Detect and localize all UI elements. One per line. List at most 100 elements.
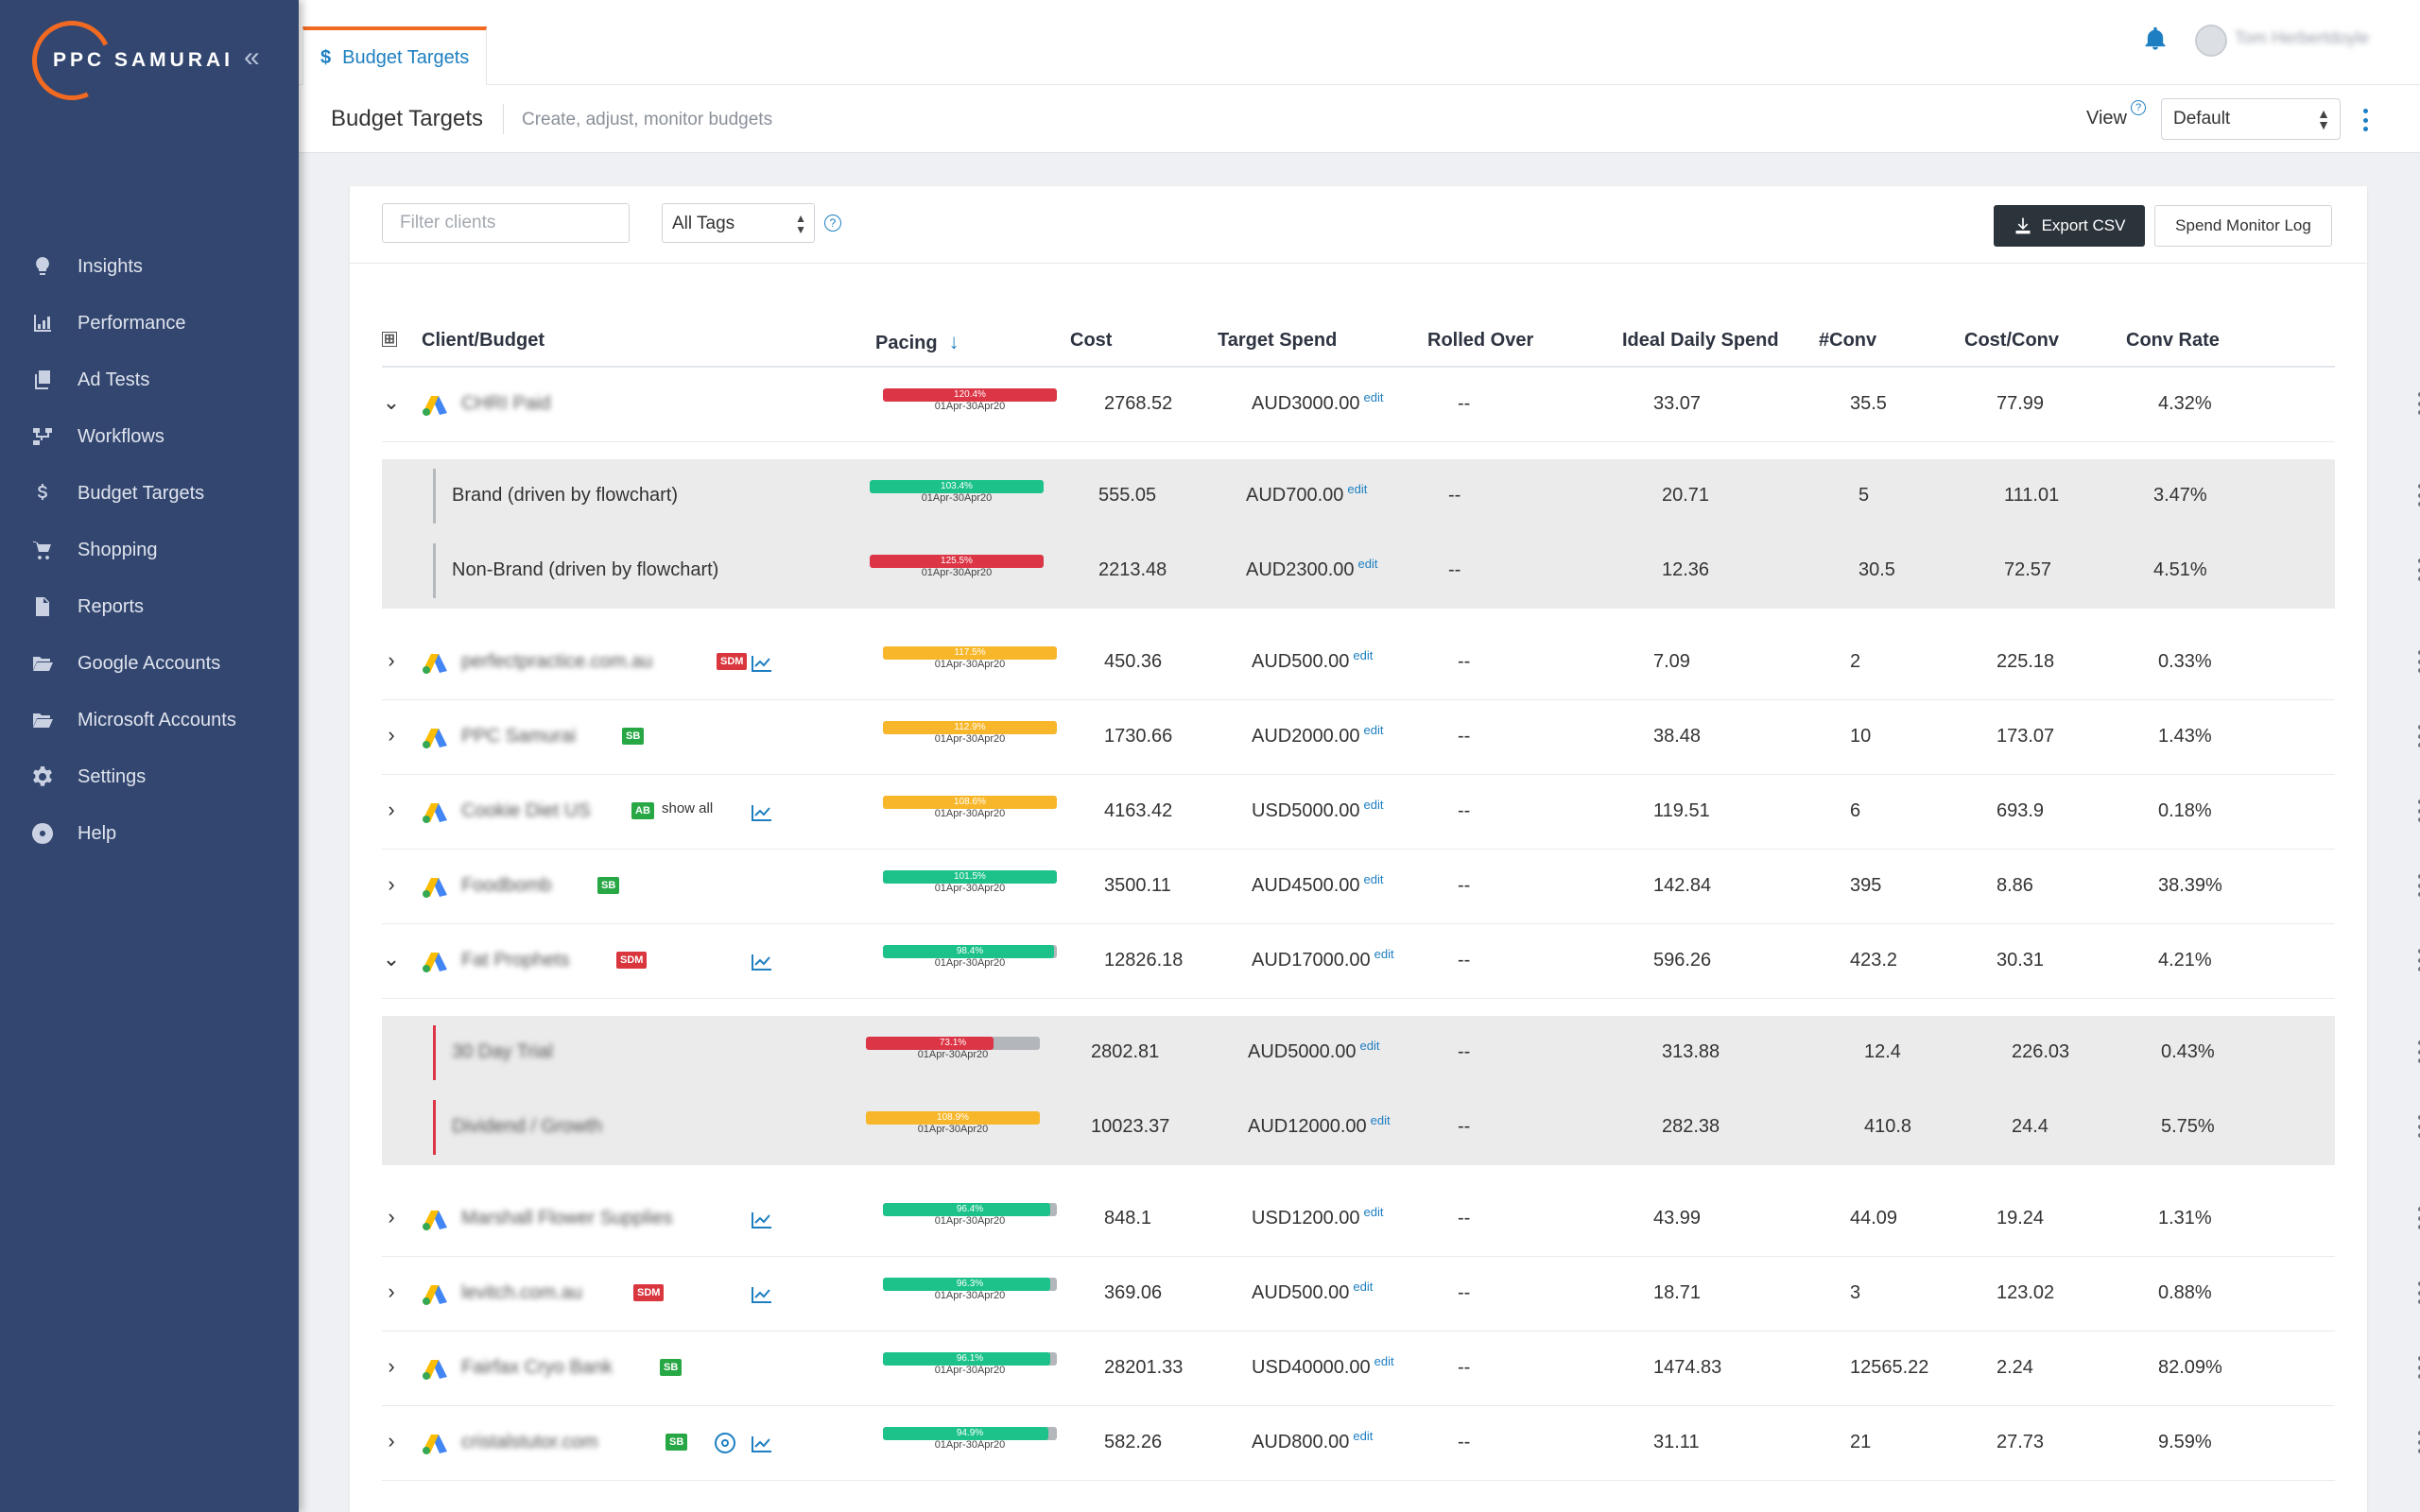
client-name[interactable]: Cookie Diet US xyxy=(461,800,591,821)
client-name[interactable]: CHRI Paid xyxy=(461,393,551,414)
sidebar-item-settings[interactable]: Settings xyxy=(0,748,299,805)
row-menu-kebab-icon[interactable] xyxy=(2414,648,2420,675)
row-menu-kebab-icon[interactable] xyxy=(2414,1039,2420,1065)
chevron-right-icon[interactable]: › xyxy=(388,798,395,821)
pacing-bar[interactable]: 98.4% 01Apr-30Apr20 xyxy=(883,945,1057,975)
edit-target-link[interactable]: edit xyxy=(1363,390,1384,404)
username[interactable]: Tom Herbertdoyle xyxy=(2235,28,2370,47)
pacing-bar[interactable]: 103.4% 01Apr-30Apr20 xyxy=(870,480,1044,510)
pacing-bar[interactable]: 101.5% 01Apr-30Apr20 xyxy=(883,870,1057,901)
bell-icon[interactable] xyxy=(2142,25,2169,53)
row-menu-kebab-icon[interactable] xyxy=(2414,1205,2420,1231)
table-row[interactable]: ⌄ Fat Prophets SDM 98.4% 01Apr-30Apr20 12826.… xyxy=(382,924,2420,999)
page-menu-kebab-icon[interactable] xyxy=(2360,106,2371,134)
row-menu-kebab-icon[interactable] xyxy=(2414,872,2420,899)
edit-target-link[interactable]: edit xyxy=(1353,648,1374,662)
sidebar-item-reports[interactable]: Reports xyxy=(0,578,299,635)
row-menu-kebab-icon[interactable] xyxy=(2414,1280,2420,1306)
edit-target-link[interactable]: edit xyxy=(1363,1205,1384,1219)
table-row[interactable]: › Foodbomb SB 101.5% 01Apr-30Apr20 3500.11 AUD… xyxy=(382,850,2420,924)
row-menu-kebab-icon[interactable] xyxy=(2414,798,2420,824)
sub-budget-row[interactable]: Dividend / Growth 108.9% 01Apr-30Apr20 1002… xyxy=(382,1091,2420,1165)
sub-budget-row[interactable]: Non-Brand (driven by flowchart) 125.5% 01A… xyxy=(382,534,2420,609)
col-cost[interactable]: Cost xyxy=(1070,330,1113,351)
pacing-bar[interactable]: 120.4% 01Apr-30Apr20 xyxy=(883,388,1057,419)
chevron-right-icon[interactable]: › xyxy=(388,1205,395,1228)
chevron-right-icon[interactable]: › xyxy=(388,1280,395,1303)
table-row[interactable]: › PPC Samurai SB 112.9% 01Apr-30Apr20 1730.66… xyxy=(382,700,2420,775)
view-help-icon[interactable]: ? xyxy=(2131,100,2146,115)
chevron-right-icon[interactable]: › xyxy=(388,1354,395,1378)
row-menu-kebab-icon[interactable] xyxy=(2414,1429,2420,1455)
edit-target-link[interactable]: edit xyxy=(1363,872,1384,886)
edit-target-link[interactable]: edit xyxy=(1353,1280,1374,1294)
chevron-down-icon[interactable]: ⌄ xyxy=(382,947,401,971)
table-row[interactable]: ⌄ CHRI Paid 120.4% 01Apr-30Apr20 2768.52 AUD3… xyxy=(382,368,2420,442)
chevron-right-icon[interactable]: › xyxy=(388,648,395,672)
table-row[interactable]: › perfectpractice.com.au SDM 117.5% 01Apr-30… xyxy=(382,626,2420,700)
sub-budget-row[interactable]: Brand (driven by flowchart) 103.4% 01Apr-3… xyxy=(382,459,2420,534)
client-name[interactable]: Foodbomb xyxy=(461,875,552,896)
edit-target-link[interactable]: edit xyxy=(1359,1039,1380,1053)
trend-chart-icon[interactable] xyxy=(751,1211,773,1229)
trend-chart-icon[interactable] xyxy=(751,654,773,673)
sidebar-item-microsoft-accounts[interactable]: Microsoft Accounts xyxy=(0,692,299,748)
client-name[interactable]: Fat Prophets xyxy=(461,950,570,971)
edit-target-link[interactable]: edit xyxy=(1357,557,1378,571)
edit-target-link[interactable]: edit xyxy=(1370,1113,1391,1127)
edit-target-link[interactable]: edit xyxy=(1347,482,1368,496)
table-row[interactable]: › cristalstutor.com SB 94.9% 01Apr-30Apr20 58… xyxy=(382,1406,2420,1481)
pacing-bar[interactable]: 125.5% 01Apr-30Apr20 xyxy=(870,555,1044,585)
trend-chart-icon[interactable] xyxy=(751,1285,773,1304)
client-name[interactable]: Fairfax Cryo Bank xyxy=(461,1357,614,1378)
table-row[interactable]: › Cookie Diet US AB show all 108.6% 01Apr-30A… xyxy=(382,775,2420,850)
view-select[interactable]: Default ▲ ▼ xyxy=(2161,98,2341,140)
filter-clients-input[interactable] xyxy=(382,203,630,243)
client-name[interactable]: cristalstutor.com xyxy=(461,1432,598,1452)
col-client[interactable]: Client/Budget xyxy=(422,330,544,351)
edit-target-link[interactable]: edit xyxy=(1363,723,1384,737)
target-icon[interactable] xyxy=(715,1433,735,1453)
sidebar-item-ad-tests[interactable]: Ad Tests xyxy=(0,352,299,408)
row-menu-kebab-icon[interactable] xyxy=(2414,1113,2420,1140)
pacing-bar[interactable]: 108.9% 01Apr-30Apr20 xyxy=(866,1111,1040,1142)
table-row[interactable]: › Fairfax Cryo Bank SB 96.1% 01Apr-30Apr20 28… xyxy=(382,1332,2420,1406)
client-name[interactable]: levitch.com.au xyxy=(461,1282,582,1303)
edit-target-link[interactable]: edit xyxy=(1374,1354,1394,1368)
col-pacing[interactable]: Pacing ↓ xyxy=(875,330,959,354)
row-menu-kebab-icon[interactable] xyxy=(2414,482,2420,508)
edit-target-link[interactable]: edit xyxy=(1353,1429,1374,1443)
col-target-spend[interactable]: Target Spend xyxy=(1218,330,1338,351)
sidebar-item-shopping[interactable]: Shopping xyxy=(0,522,299,578)
spend-monitor-log-button[interactable]: Spend Monitor Log xyxy=(2154,205,2332,247)
sub-budget-row[interactable]: 30 Day Trial 73.1% 01Apr-30Apr20 2802.81 AUD… xyxy=(382,1016,2420,1091)
table-row[interactable]: › levitch.com.au SDM 96.3% 01Apr-30Apr20 369.… xyxy=(382,1257,2420,1332)
pacing-bar[interactable]: 96.1% 01Apr-30Apr20 xyxy=(883,1352,1057,1383)
row-menu-kebab-icon[interactable] xyxy=(2414,557,2420,583)
ppc-samurai-logo[interactable]: PPC SAMURAI xyxy=(21,9,278,112)
trend-chart-icon[interactable] xyxy=(751,1435,773,1453)
show-all-link[interactable]: show all xyxy=(662,800,714,816)
sidebar-item-budget-targets[interactable]: Budget Targets xyxy=(0,465,299,522)
col-conv[interactable]: #Conv xyxy=(1819,330,1877,351)
client-name[interactable]: Marshall Flower Supplies xyxy=(461,1208,673,1228)
edit-target-link[interactable]: edit xyxy=(1363,798,1384,812)
client-name[interactable]: PPC Samurai xyxy=(461,726,577,747)
trend-chart-icon[interactable] xyxy=(751,953,773,971)
chevron-down-icon[interactable]: ⌄ xyxy=(382,390,401,414)
sidebar-item-workflows[interactable]: Workflows xyxy=(0,408,299,465)
pacing-bar[interactable]: 73.1% 01Apr-30Apr20 xyxy=(866,1037,1040,1067)
tab-budget-targets[interactable]: $ Budget Targets xyxy=(302,26,488,85)
pacing-bar[interactable]: 96.3% 01Apr-30Apr20 xyxy=(883,1278,1057,1308)
col-rolled-over[interactable]: Rolled Over xyxy=(1427,330,1534,351)
col-cost-per-conv[interactable]: Cost/Conv xyxy=(1964,330,2059,351)
table-row[interactable]: › Marshall Flower Supplies 96.4% 01Apr-30Ap… xyxy=(382,1182,2420,1257)
row-menu-kebab-icon[interactable] xyxy=(2414,1354,2420,1381)
pacing-bar[interactable]: 108.6% 01Apr-30Apr20 xyxy=(883,796,1057,826)
chevron-right-icon[interactable]: › xyxy=(388,1429,395,1452)
sidebar-item-insights[interactable]: Insights xyxy=(0,238,299,295)
col-ideal-daily-spend[interactable]: Ideal Daily Spend xyxy=(1622,330,1779,351)
pacing-bar[interactable]: 112.9% 01Apr-30Apr20 xyxy=(883,721,1057,751)
client-name[interactable]: perfectpractice.com.au xyxy=(461,651,653,672)
pacing-bar[interactable]: 94.9% 01Apr-30Apr20 xyxy=(883,1427,1057,1457)
